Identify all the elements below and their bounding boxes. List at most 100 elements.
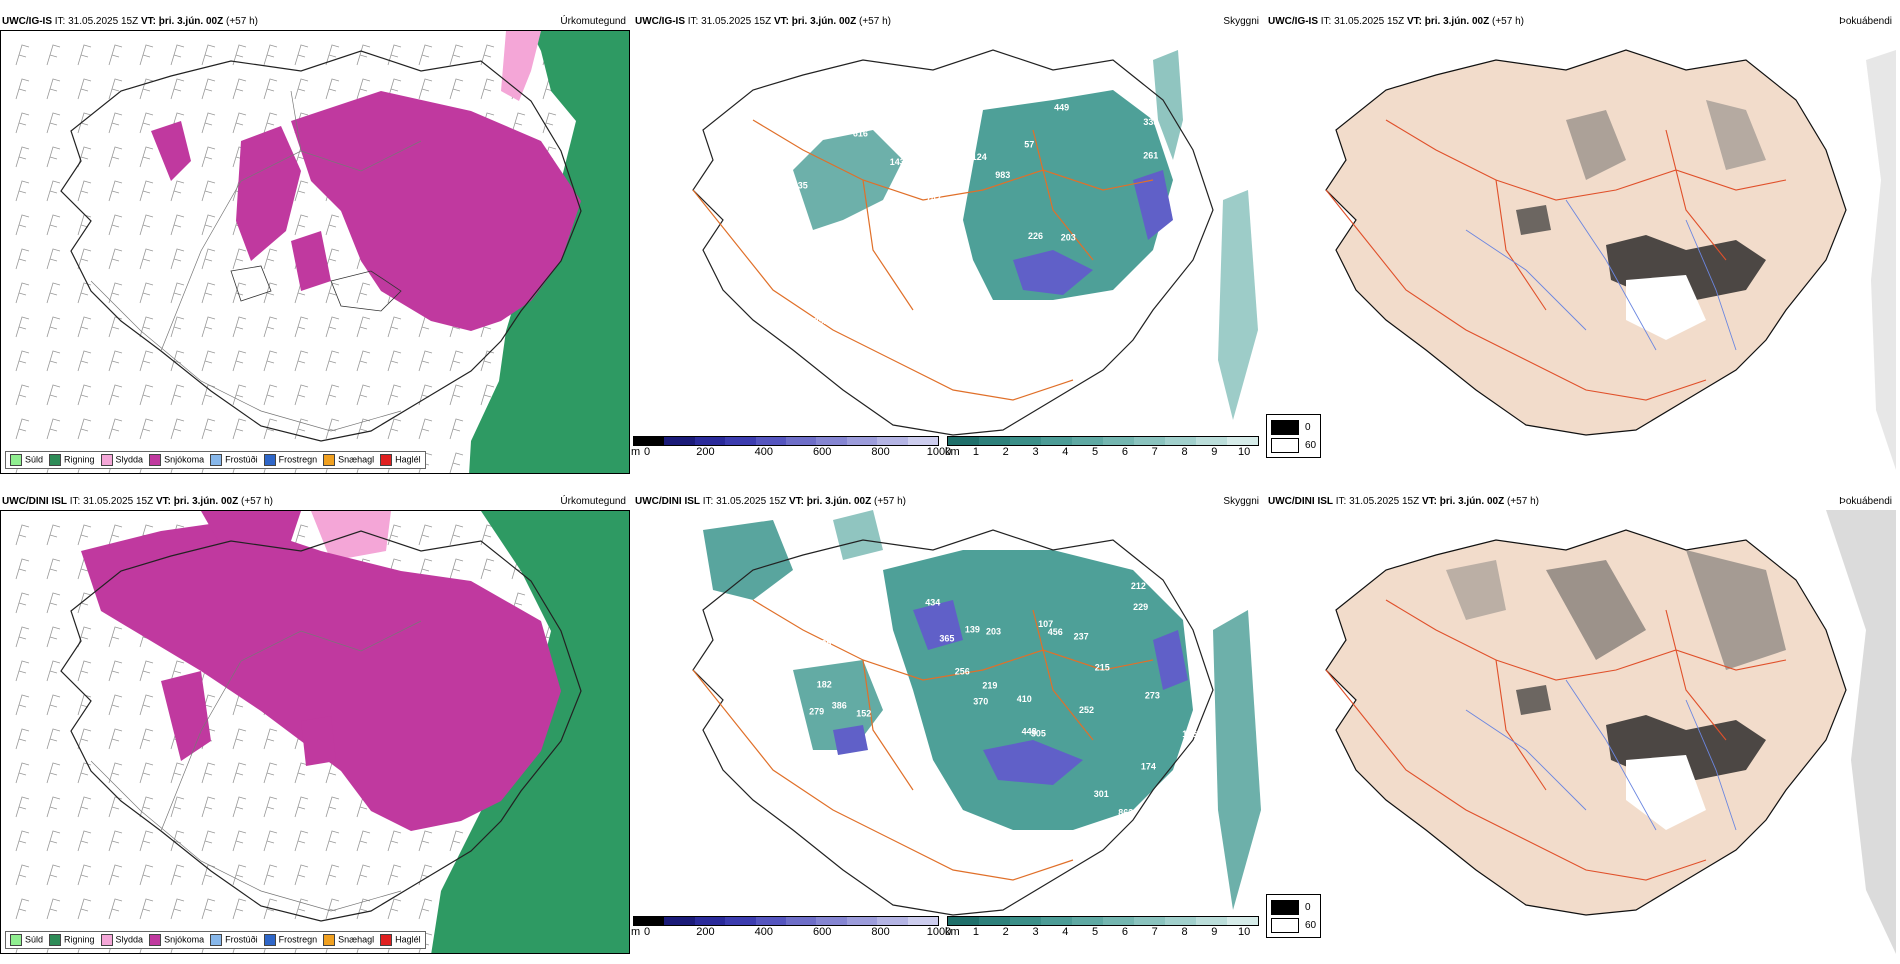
- colorbar-tick-label: 200: [696, 926, 715, 938]
- colorbar-ticks: 0 200 400 600 800 1000: [644, 446, 951, 459]
- wind-barb: [418, 44, 433, 66]
- wind-barb: [108, 316, 123, 338]
- legend-label: Haglél: [395, 934, 421, 945]
- lead-time: (+57 h): [241, 496, 273, 507]
- legend-label: Slydda: [115, 454, 144, 465]
- colorbar-tick-label: 800: [871, 926, 890, 938]
- visibility-value-label: 243: [1182, 173, 1197, 183]
- it-label: IT:: [69, 496, 81, 507]
- wind-barb: [170, 350, 185, 372]
- wind-barb: [108, 830, 123, 852]
- colorbar-tick-label: 600: [813, 926, 832, 938]
- wind-barb: [139, 864, 154, 886]
- visibility-value-label: 747: [926, 193, 941, 203]
- colorbar-unit: km: [945, 446, 960, 458]
- fog-legend-item: 60: [1271, 436, 1316, 454]
- wind-barb: [387, 44, 402, 66]
- wind-barb: [232, 898, 247, 920]
- wind-barb: [108, 796, 123, 818]
- vt-label: VT:: [773, 16, 789, 27]
- visibility-value-label: 145: [886, 709, 901, 719]
- visibility-value-label: 145: [775, 301, 790, 311]
- colorbar-tick-label: 9: [1211, 446, 1218, 458]
- coastline: [60, 530, 582, 922]
- fog-offshore: [1826, 510, 1896, 954]
- fog-dense-area: [1516, 685, 1551, 715]
- visibility-value-label: 410: [1017, 694, 1032, 704]
- legend-swatch: [100, 454, 113, 466]
- legend-label: Slydda: [115, 934, 144, 945]
- wind-barb: [449, 384, 464, 406]
- wind-barb: [387, 316, 402, 338]
- wind-barb: [139, 796, 154, 818]
- legend-swatch: [263, 454, 276, 466]
- wind-barb: [46, 384, 61, 406]
- wind-barb: [201, 282, 216, 304]
- wind-barb: [356, 384, 371, 406]
- precip-map: Súld Rigning Slydda Snjókoma Frostúði Frostre…: [0, 30, 630, 474]
- wind-barb: [356, 830, 371, 852]
- snow-area: [161, 671, 211, 761]
- wind-barb: [170, 660, 185, 682]
- coastline: [692, 529, 1214, 916]
- visibility-value-label: 449: [1054, 103, 1069, 113]
- colorbar-tick-label: 7: [1151, 446, 1158, 458]
- legend-swatch: [210, 454, 223, 466]
- snow-area: [301, 716, 336, 766]
- wind-barb: [325, 898, 340, 920]
- legend-item: Rigning: [49, 454, 95, 466]
- wind-barb: [170, 418, 185, 440]
- wind-barb: [15, 830, 30, 852]
- colorbar-swatch: [979, 437, 1010, 445]
- wind-barb: [15, 112, 30, 134]
- wind-barb: [139, 418, 154, 440]
- wind-barb: [77, 524, 92, 546]
- visibility-value-label: 182: [817, 680, 832, 690]
- wind-barb: [263, 350, 278, 372]
- wind-barb: [15, 558, 30, 580]
- visibility-value-label: 279: [809, 707, 824, 717]
- wind-barb: [263, 78, 278, 100]
- wind-barb: [15, 728, 30, 750]
- wind-barb: [46, 524, 61, 546]
- wind-barb: [46, 282, 61, 304]
- wind-barb: [77, 592, 92, 614]
- visibility-km-colorbar: 1 2 3 4 5 6 7 8 9 10 km: [945, 436, 1259, 459]
- model-name: UWC/DINI ISL: [635, 496, 700, 507]
- colorbar-swatch: [816, 917, 847, 925]
- colorbar-swatch: [1227, 917, 1258, 925]
- colorbar-tick-label: 0: [643, 926, 651, 938]
- wind-barb: [201, 830, 216, 852]
- wind-barb: [15, 146, 30, 168]
- wind-barb: [46, 350, 61, 372]
- colorbar-tick-label: 200: [696, 446, 715, 458]
- colorbar-tick-label: 5: [1092, 926, 1099, 938]
- wind-barb: [108, 248, 123, 270]
- map-canvas: [1, 31, 629, 473]
- wind-barb: [139, 350, 154, 372]
- wind-barb: [139, 248, 154, 270]
- wind-barb: [46, 558, 61, 580]
- colorbar-ticks: 1 2 3 4 5 6 7 8 9 10: [961, 926, 1259, 939]
- legend-swatch: [10, 934, 22, 946]
- wind-barb: [139, 282, 154, 304]
- wind-barb: [46, 78, 61, 100]
- wind-barb: [356, 316, 371, 338]
- panel-header: UWC/DINI ISL IT: 31.05.2025 15Z VT: þri.…: [635, 496, 1259, 510]
- wind-barb: [232, 44, 247, 66]
- fog-legend-item: 0: [1271, 418, 1316, 436]
- wind-barb: [418, 558, 433, 580]
- vt-label: VT:: [1421, 496, 1437, 507]
- model-name: UWC/DINI ISL: [1268, 496, 1333, 507]
- wind-barb: [387, 830, 402, 852]
- colorbar-swatch: [1103, 437, 1134, 445]
- visibility-labels: 94 135 333 39 57 292 925 124 174 143 145 141 254 983 2…: [775, 92, 1197, 326]
- wind-barb: [263, 248, 278, 270]
- snow-area: [81, 521, 561, 831]
- visibility-map: 94 135 333 39 57 292 925 124 174 143 145 141 254 983 2…: [633, 30, 1263, 440]
- model-name: UWC/IG-IS: [2, 16, 52, 27]
- low-visibility-area: [1213, 610, 1261, 910]
- legend-item: Haglél: [380, 454, 421, 466]
- wind-barb: [449, 350, 464, 372]
- wind-barb: [325, 44, 340, 66]
